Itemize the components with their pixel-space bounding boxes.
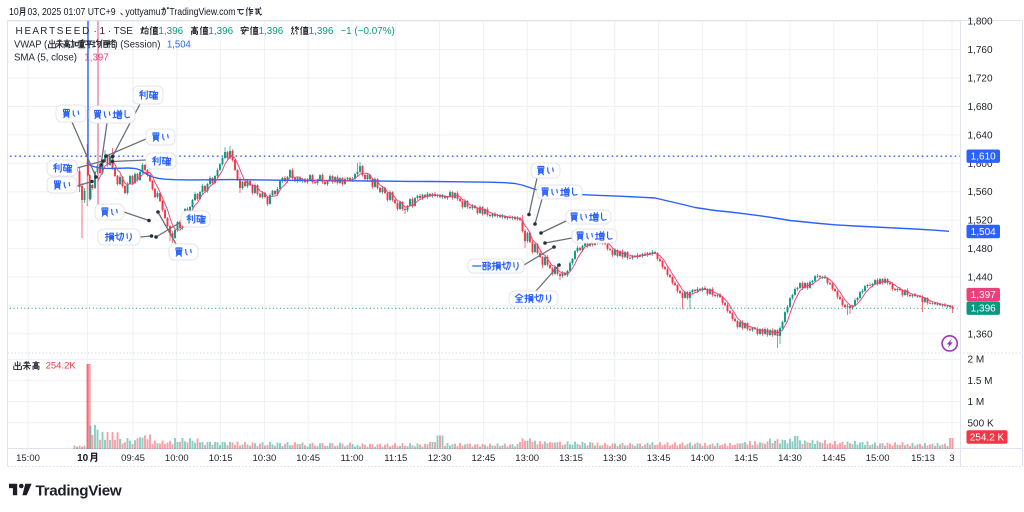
svg-text:1,520: 1,520 <box>968 216 993 227</box>
svg-text:12:45: 12:45 <box>472 453 496 464</box>
svg-text:1,360: 1,360 <box>968 329 993 340</box>
svg-text:TradingView: TradingView <box>36 482 122 499</box>
svg-text:12:30: 12:30 <box>428 453 452 464</box>
svg-text:yottyamu: yottyamu <box>125 7 160 18</box>
svg-text:1,720: 1,720 <box>968 74 993 85</box>
svg-text:1,680: 1,680 <box>968 102 993 113</box>
svg-text:10: 10 <box>9 7 19 18</box>
svg-text:1,396: 1,396 <box>971 304 996 315</box>
svg-text:15:00: 15:00 <box>866 453 890 464</box>
svg-text:1,396: 1,396 <box>309 26 334 37</box>
svg-text:1,396: 1,396 <box>208 26 233 37</box>
svg-text:1,760: 1,760 <box>968 45 993 56</box>
svg-text:13:00: 13:00 <box>515 453 539 464</box>
svg-text:14:45: 14:45 <box>822 453 846 464</box>
svg-text:09:45: 09:45 <box>121 453 145 464</box>
svg-text:1,440: 1,440 <box>968 273 993 284</box>
svg-text:1,480: 1,480 <box>968 244 993 255</box>
svg-text:03, 2025 01:07 UTC+9: 03, 2025 01:07 UTC+9 <box>27 7 115 18</box>
svg-text:· 1 · TSE: · 1 · TSE <box>93 26 133 37</box>
svg-text:1 M: 1 M <box>968 397 985 408</box>
svg-text:500 K: 500 K <box>968 418 994 429</box>
svg-text:14:15: 14:15 <box>734 453 758 464</box>
svg-text:1,504: 1,504 <box>167 39 191 50</box>
svg-text:10:00: 10:00 <box>165 453 189 464</box>
svg-text:11:15: 11:15 <box>384 453 407 464</box>
svg-text:−1 (−0.07%): −1 (−0.07%) <box>340 26 394 37</box>
svg-text:14:00: 14:00 <box>691 453 715 464</box>
svg-text:3: 3 <box>949 453 954 464</box>
svg-text:1,397: 1,397 <box>84 52 108 63</box>
svg-text:1,397: 1,397 <box>971 290 996 301</box>
svg-text:10:15: 10:15 <box>209 453 233 464</box>
svg-text:11:00: 11:00 <box>340 453 363 464</box>
svg-text:1,610: 1,610 <box>971 152 996 163</box>
svg-text:10: 10 <box>77 453 89 464</box>
svg-text:1.5 M: 1.5 M <box>968 376 993 387</box>
svg-text:1,800: 1,800 <box>968 17 993 28</box>
svg-text:1,560: 1,560 <box>968 187 993 198</box>
svg-text:13:15: 13:15 <box>559 453 583 464</box>
svg-text:15:13: 15:13 <box>911 453 935 464</box>
svg-text:254.2 K: 254.2 K <box>970 432 1005 443</box>
svg-text:VWAP (: VWAP ( <box>14 39 48 50</box>
svg-text:10:45: 10:45 <box>296 453 320 464</box>
svg-text:2 M: 2 M <box>968 355 985 366</box>
svg-text:1,504: 1,504 <box>971 227 996 238</box>
svg-text:15:00: 15:00 <box>16 453 40 464</box>
svg-text:254.2K: 254.2K <box>46 361 77 372</box>
svg-text:1,396: 1,396 <box>259 26 284 37</box>
svg-text:SMA (5, close): SMA (5, close) <box>14 52 77 63</box>
svg-text:1,600: 1,600 <box>968 159 993 170</box>
svg-text:TradingView.com: TradingView.com <box>169 7 235 18</box>
svg-text:) (Session): ) (Session) <box>114 39 160 50</box>
svg-text:H E A R T S E E D: H E A R T S E E D <box>15 26 89 37</box>
svg-text:1,640: 1,640 <box>968 130 993 141</box>
svg-text:10:30: 10:30 <box>253 453 277 464</box>
svg-text:14:30: 14:30 <box>778 453 802 464</box>
svg-text:13:45: 13:45 <box>647 453 671 464</box>
svg-text:13:30: 13:30 <box>603 453 627 464</box>
svg-text:1,396: 1,396 <box>158 26 183 37</box>
